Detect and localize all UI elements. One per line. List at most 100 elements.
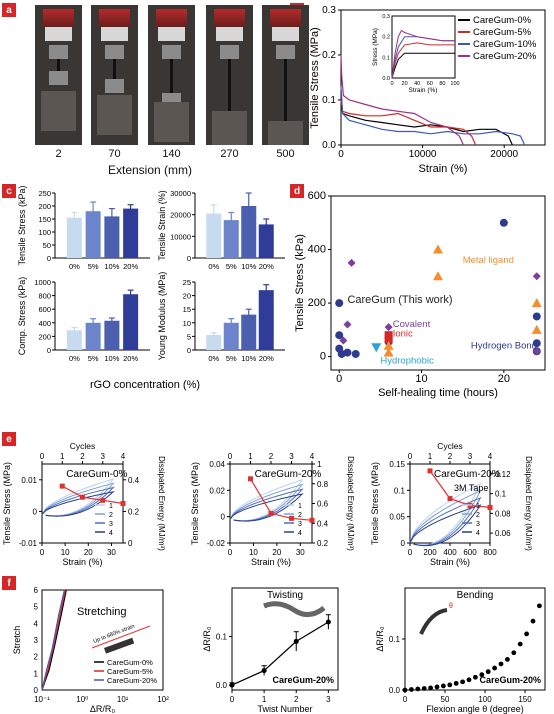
category-label: 5% xyxy=(88,262,99,271)
x-axis-label: Strain (%) xyxy=(430,557,470,567)
top-tick-label: 2 xyxy=(448,452,453,461)
scatter-point-diamond xyxy=(532,272,541,281)
plot-frame xyxy=(41,589,164,691)
cycle-legend: 1 xyxy=(298,503,302,510)
plot-frame xyxy=(340,9,546,146)
y-tick-label: 50 xyxy=(43,241,51,250)
chart-title: Bending xyxy=(457,590,494,601)
data-point xyxy=(460,679,465,685)
energy-point xyxy=(309,517,315,523)
y-tick-label: 3 xyxy=(34,636,39,645)
sample-label: CareGum-20% xyxy=(255,469,322,480)
inset-y-tick: 0.2 xyxy=(382,35,390,41)
category-label: 5% xyxy=(226,262,237,271)
category-label: 5% xyxy=(88,354,99,363)
y-axis-label: ΔR/R₀ xyxy=(375,626,385,652)
y-tick-label: 0.0 xyxy=(389,686,401,695)
data-point xyxy=(530,618,536,624)
data-point xyxy=(498,661,504,667)
tensile-photo-70 xyxy=(91,5,138,145)
data-point xyxy=(479,672,485,678)
category-label: 10% xyxy=(241,354,256,363)
hysteresis-loop xyxy=(409,482,482,546)
y-tick-label: 0.1 xyxy=(394,486,406,495)
x-tick-label: 0 xyxy=(228,548,233,557)
category-label: 20% xyxy=(123,354,138,363)
panel-tag-f: f xyxy=(2,576,16,590)
series-CareGum-5% xyxy=(41,589,66,691)
inset-y-tick: 0.1 xyxy=(382,55,390,61)
top-tick-label: 2 xyxy=(269,452,274,461)
chart-f2: 0 1 2 3 0.0 0.1 Twisting CareGum-20% Twist Numbe… xyxy=(202,587,339,714)
right-tick-label: 0.4 xyxy=(128,476,140,485)
y-axis-label: Tensile Stress (MPa) xyxy=(370,462,380,545)
scatter-point-circle xyxy=(351,349,360,358)
right-tick-label: 0.4 xyxy=(317,519,329,528)
x-tick-label: 10⁰ xyxy=(76,695,88,704)
x-tick-label: 10¹ xyxy=(117,695,129,704)
scatter-point-circle xyxy=(343,348,352,357)
cycle-legend: 4 xyxy=(298,530,302,537)
category-label: 0% xyxy=(208,262,219,271)
x-tick-label: 600 xyxy=(463,548,477,557)
x-tick-label: 100 xyxy=(478,695,492,704)
y-tick-label: 20 xyxy=(183,292,191,301)
x-tick-label: 150 xyxy=(518,695,532,704)
bar-10% xyxy=(241,314,257,350)
category-label: 10% xyxy=(104,262,119,271)
scatter-point-triangle-up xyxy=(531,298,542,308)
data-point xyxy=(409,687,414,692)
extension-label: 70 xyxy=(108,148,121,160)
inset-series xyxy=(391,52,455,79)
x-tick-label: 0 xyxy=(336,373,342,385)
tensile-photo-2 xyxy=(35,5,82,145)
bar-0% xyxy=(66,217,82,258)
y-tick-label: 0 xyxy=(401,539,406,548)
scatter-point-circle xyxy=(532,339,541,348)
panel-a-xlabel: Extension (mm) xyxy=(107,163,193,177)
y-tick-label: 200 xyxy=(38,202,51,211)
scatter-point-diamond xyxy=(347,258,356,267)
x-tick-label: 3 xyxy=(326,695,331,704)
tensile-photo-500 xyxy=(262,5,309,145)
tensile-photo-140 xyxy=(148,5,195,145)
hysteresis-loop xyxy=(41,490,116,517)
energy-point xyxy=(289,515,294,521)
x-axis-label: ΔR/R₀ xyxy=(90,704,116,714)
scatter-point-triangle-up xyxy=(383,347,394,357)
scatter-point-triangle-up xyxy=(433,271,443,281)
y-tick-label: 600 xyxy=(38,305,51,314)
right-tick-label: 0.2 xyxy=(128,507,140,516)
y-tick-label: 15 xyxy=(183,305,191,314)
top-tick-label: 1 xyxy=(248,452,253,461)
legend-entry: CareGum-10% xyxy=(473,39,537,50)
x-tick-label: 20 xyxy=(498,373,510,385)
x-tick-label: 30 xyxy=(296,548,305,557)
data-point xyxy=(485,669,491,675)
y-axis-label: Tensile Stress (MPa) xyxy=(190,462,200,545)
y-tick-label: 100 xyxy=(38,228,51,237)
data-point xyxy=(415,686,421,692)
category-label: 0% xyxy=(69,354,80,363)
plot-frame xyxy=(330,195,546,371)
top-tick-label: 4 xyxy=(310,452,315,461)
data-point xyxy=(511,650,517,656)
series-CareGum-0% xyxy=(340,90,513,146)
bar-5% xyxy=(223,322,239,350)
energy-line xyxy=(249,478,313,521)
bar-0% xyxy=(66,330,82,350)
energy-point xyxy=(487,504,493,510)
inset-x-tick: 0 xyxy=(390,81,393,87)
series-CareGum-0% xyxy=(41,589,67,691)
y-axis-label: Comp. Stress (kPa) xyxy=(17,277,27,356)
top-tick-label: 3 xyxy=(468,452,473,461)
right-tick-label: 0 xyxy=(128,539,133,548)
y-axis-label: Stretch xyxy=(12,626,22,655)
bar-10% xyxy=(104,216,120,258)
hysteresis-loop xyxy=(409,489,482,546)
energy-point xyxy=(447,496,453,502)
y-tick-label: 0.0 xyxy=(322,140,336,151)
